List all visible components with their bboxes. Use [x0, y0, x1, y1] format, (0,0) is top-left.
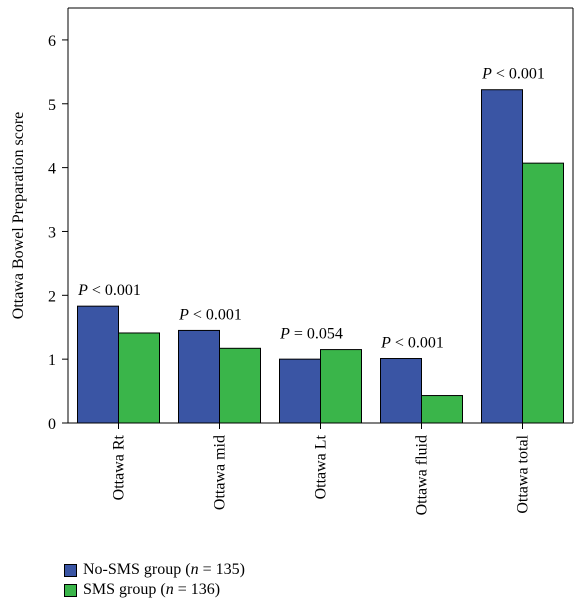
- legend-item-no-sms: No-SMS group (n = 135): [64, 560, 245, 580]
- p-value-ottawa-mid: P < 0.001: [178, 306, 242, 323]
- x-tick-label-ottawa-rt: Ottawa Rt: [111, 434, 128, 500]
- y-tick-label-3: 3: [48, 224, 56, 241]
- x-tick-label-ottawa-mid: Ottawa mid: [212, 435, 229, 510]
- bar-ottawa-rt-sms: [118, 332, 160, 424]
- y-tick-label-0: 0: [48, 416, 56, 433]
- y-tick-label-2: 2: [48, 288, 56, 305]
- legend-label-sms: SMS group (n = 136): [83, 581, 221, 598]
- p-value-ottawa-fluid: P < 0.001: [380, 335, 444, 352]
- p-value-ottawa-rt: P < 0.001: [77, 282, 141, 299]
- x-tick-label-ottawa-total: Ottawa total: [515, 434, 532, 513]
- legend-item-sms: SMS group (n = 136): [64, 580, 245, 600]
- bar-ottawa-mid-sms: [219, 347, 261, 424]
- bar-ottawa-fluid-no-sms: [380, 358, 422, 424]
- legend-label-no-sms: No-SMS group (n = 135): [83, 561, 245, 578]
- bar-ottawa-total-sms: [522, 162, 564, 424]
- bar-ottawa-lt-no-sms: [279, 358, 321, 424]
- y-tick-label-6: 6: [48, 33, 56, 50]
- x-tick-label-ottawa-lt: Ottawa Lt: [313, 434, 330, 499]
- legend: No-SMS group (n = 135) SMS group (n = 13…: [64, 560, 245, 600]
- legend-swatch-sms: [64, 583, 77, 597]
- y-tick-label-4: 4: [48, 161, 56, 178]
- bar-ottawa-rt-no-sms: [77, 305, 119, 424]
- bar-ottawa-lt-sms: [320, 349, 362, 424]
- bar-ottawa-fluid-sms: [421, 395, 463, 424]
- bar-ottawa-total-no-sms: [481, 89, 523, 424]
- legend-swatch-no-sms: [64, 563, 77, 577]
- x-tick-label-ottawa-fluid: Ottawa fluid: [414, 435, 431, 515]
- p-value-ottawa-total: P < 0.001: [481, 66, 545, 83]
- p-value-ottawa-lt: P = 0.054: [279, 326, 343, 343]
- y-tick-label-1: 1: [48, 352, 56, 369]
- y-axis-label: Ottawa Bowel Preparation score: [10, 112, 27, 319]
- bar-ottawa-mid-no-sms: [178, 329, 220, 424]
- y-tick-label-5: 5: [48, 97, 56, 114]
